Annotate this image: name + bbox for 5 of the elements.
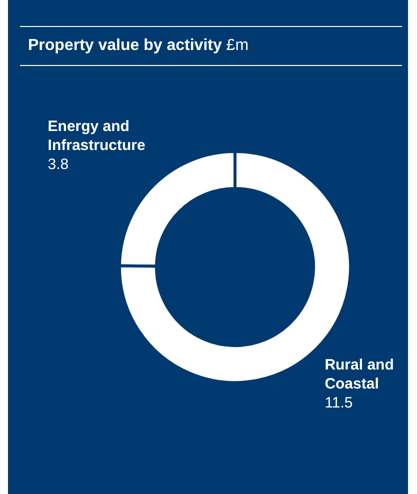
slice-label: Energy and Infrastructure [48, 118, 146, 154]
data-label: 11.5 [324, 394, 353, 412]
chart-title: Property value by activity £m [20, 26, 402, 66]
data-label: 3.8 [48, 156, 69, 174]
slice-label: Rural and Coastal [324, 356, 394, 392]
